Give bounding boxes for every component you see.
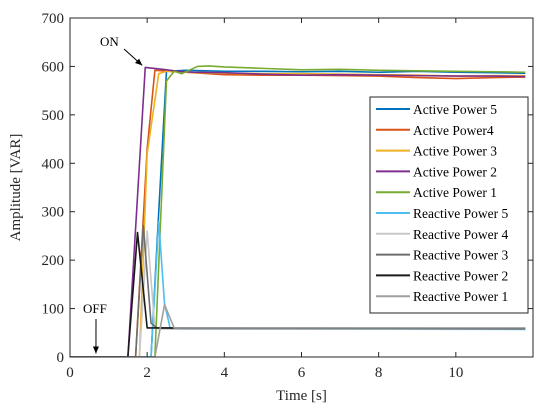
y-tick-label: 0 [57,350,65,366]
legend-label: Active Power 3 [413,144,497,159]
x-tick-label: 4 [221,365,229,381]
y-tick-label: 300 [42,205,65,221]
legend-label: Active Power 1 [413,185,497,200]
x-tick-label: 8 [375,365,383,381]
legend-label: Reactive Power 3 [413,248,508,263]
legend-label: Reactive Power 4 [413,227,508,242]
legend-box [369,96,529,314]
y-axis-label: Amplitude [VAR] [8,134,24,242]
legend-label: Active Power 2 [413,164,497,179]
x-tick-label: 10 [448,365,463,381]
series-line-active-power-2 [70,66,526,357]
x-tick-label: 2 [143,365,151,381]
x-axis-label: Time [s] [276,388,327,404]
annotation-label-on: ON [100,34,119,49]
y-tick-label: 600 [42,59,65,75]
legend-label: Reactive Power 1 [413,289,508,304]
x-tick-label: 6 [298,365,306,381]
annotation-label-off: OFF [83,301,107,316]
x-tick-label: 0 [66,365,74,381]
y-tick-label: 200 [42,253,65,269]
legend: Active Power 5 Active Power4 Active Power … [369,96,529,314]
legend-label: Active Power4 [413,123,494,138]
legend-label: Reactive Power 5 [413,206,508,221]
annotation-arrow-on [123,48,143,66]
series-line-active-power-1 [70,65,526,357]
legend-label: Reactive Power 2 [413,268,508,283]
annotations: ON OFF [83,34,143,354]
legend-label: Active Power 5 [413,102,497,117]
series-line-reactive-power-1 [70,303,526,357]
series-layer [70,65,526,357]
y-tick-label: 700 [42,11,65,27]
y-tick-label: 100 [42,302,65,318]
y-tick-label: 500 [42,108,65,124]
y-tick-label: 400 [42,156,65,172]
